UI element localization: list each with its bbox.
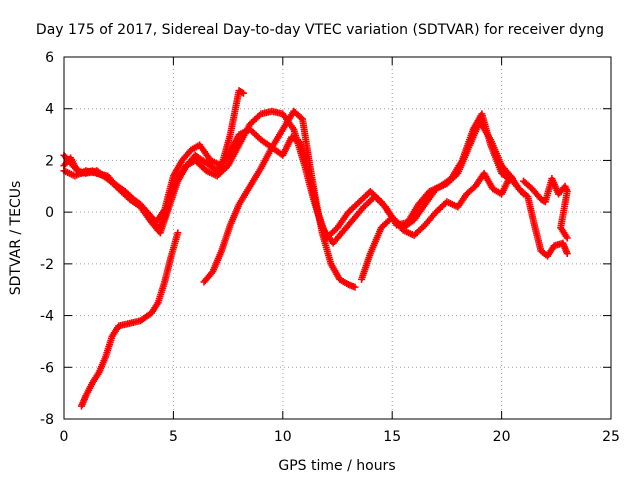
data-point xyxy=(238,88,246,96)
series-sat-e xyxy=(200,107,359,291)
x-tick-label: 10 xyxy=(274,429,292,445)
series-sat-f xyxy=(358,169,571,283)
x-tick-label: 15 xyxy=(383,429,401,445)
data-point xyxy=(351,283,359,291)
y-tick-label: 4 xyxy=(45,102,54,118)
x-tick-label: 0 xyxy=(60,429,69,445)
y-tick-label: -8 xyxy=(40,412,54,428)
x-axis-label: GPS time / hours xyxy=(278,458,395,474)
y-axis-label: SDTVAR / TECUs xyxy=(8,181,24,296)
plot-frame xyxy=(63,56,612,420)
y-tick-label: -2 xyxy=(40,257,54,273)
data-point xyxy=(174,229,182,237)
x-tick-label: 5 xyxy=(169,429,178,445)
series-sat-d xyxy=(78,229,182,410)
data-point xyxy=(563,250,571,258)
series-sat-c xyxy=(60,87,247,226)
data-point xyxy=(239,89,247,97)
y-tick-label: 2 xyxy=(45,153,54,169)
y-tick-label: -6 xyxy=(40,360,54,376)
data-points xyxy=(60,87,571,410)
x-tick-label: 20 xyxy=(493,429,511,445)
series-sat-g xyxy=(519,175,571,242)
chart-title: Day 175 of 2017, Sidereal Day-to-day VTE… xyxy=(36,22,604,38)
y-tick-label: 6 xyxy=(45,50,54,66)
y-tick-label: 0 xyxy=(45,205,54,221)
x-tick-label: 25 xyxy=(602,429,620,445)
tick-labels: 0 5 10 15 20 25 -8 -6 -4 -2 0 2 4 6 xyxy=(40,50,620,445)
data-point xyxy=(563,234,571,242)
y-tick-label: -4 xyxy=(40,309,54,325)
